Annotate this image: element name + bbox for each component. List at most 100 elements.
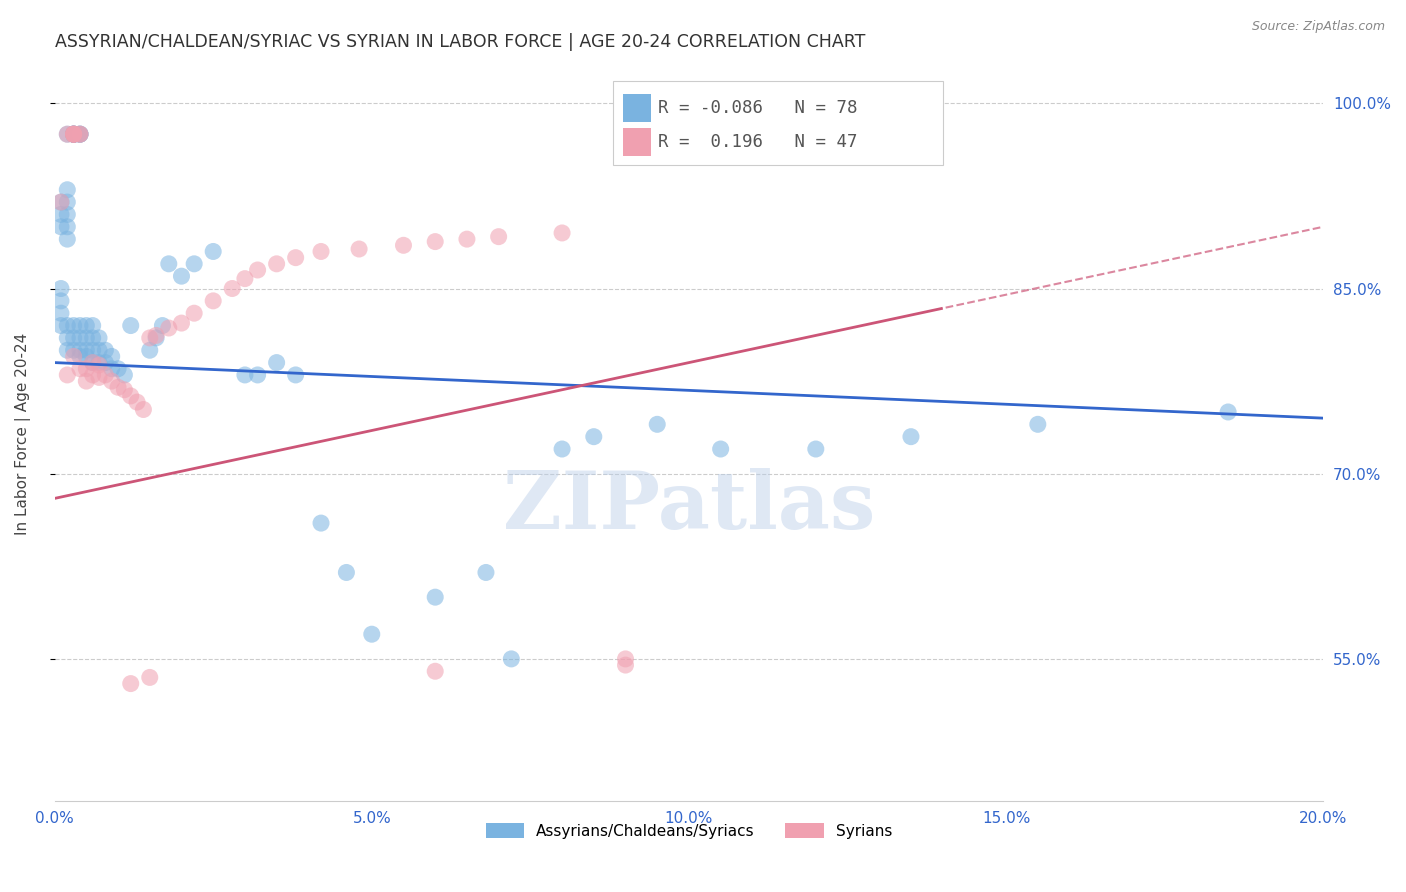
FancyBboxPatch shape — [623, 128, 651, 156]
Point — [425, 590, 447, 604]
Point — [62, 127, 84, 141]
Point — [69, 127, 91, 141]
Point — [157, 257, 180, 271]
Point — [62, 331, 84, 345]
Point — [221, 281, 243, 295]
Point — [56, 368, 79, 382]
Point — [425, 235, 447, 249]
Point — [94, 355, 117, 369]
Point — [112, 368, 135, 382]
Point — [145, 328, 167, 343]
Point — [157, 321, 180, 335]
Point — [62, 127, 84, 141]
Point — [488, 229, 510, 244]
Point — [183, 306, 205, 320]
Point — [1026, 417, 1049, 432]
Point — [69, 127, 91, 141]
Point — [246, 368, 269, 382]
Point — [100, 374, 122, 388]
Point — [645, 417, 668, 432]
Point — [56, 183, 79, 197]
Point — [284, 368, 307, 382]
Point — [120, 389, 142, 403]
Point — [335, 566, 357, 580]
Point — [475, 566, 498, 580]
Point — [69, 318, 91, 333]
Point — [75, 331, 97, 345]
FancyBboxPatch shape — [623, 94, 651, 122]
Point — [233, 368, 256, 382]
Point — [82, 331, 104, 345]
Point — [49, 219, 72, 234]
Point — [1216, 405, 1239, 419]
Point — [56, 343, 79, 358]
Point — [62, 127, 84, 141]
Point — [49, 318, 72, 333]
Point — [56, 219, 79, 234]
Point — [87, 331, 110, 345]
Point — [94, 343, 117, 358]
Point — [284, 251, 307, 265]
Point — [551, 442, 574, 456]
Point — [501, 652, 523, 666]
Point — [62, 127, 84, 141]
Point — [62, 127, 84, 141]
Point — [69, 127, 91, 141]
Point — [62, 343, 84, 358]
Point — [75, 318, 97, 333]
Point — [551, 226, 574, 240]
Point — [202, 293, 225, 308]
Point — [87, 370, 110, 384]
Point — [132, 402, 155, 417]
Point — [82, 343, 104, 358]
Point — [75, 374, 97, 388]
Point — [62, 127, 84, 141]
Point — [112, 383, 135, 397]
Point — [183, 257, 205, 271]
Point — [94, 368, 117, 382]
Point — [266, 257, 288, 271]
Point — [710, 442, 733, 456]
Text: ASSYRIAN/CHALDEAN/SYRIAC VS SYRIAN IN LABOR FORCE | AGE 20-24 CORRELATION CHART: ASSYRIAN/CHALDEAN/SYRIAC VS SYRIAN IN LA… — [55, 33, 865, 51]
Point — [139, 331, 162, 345]
Point — [145, 331, 167, 345]
Point — [582, 430, 605, 444]
Point — [82, 318, 104, 333]
Point — [62, 350, 84, 364]
Point — [100, 361, 122, 376]
FancyBboxPatch shape — [613, 81, 942, 165]
Point — [614, 652, 637, 666]
Point — [614, 658, 637, 673]
Text: R = -0.086   N = 78: R = -0.086 N = 78 — [658, 99, 858, 117]
Point — [100, 350, 122, 364]
Point — [75, 350, 97, 364]
Point — [62, 127, 84, 141]
Point — [69, 127, 91, 141]
Point — [107, 380, 129, 394]
Point — [56, 127, 79, 141]
Point — [170, 269, 193, 284]
Point — [309, 516, 332, 530]
Point — [139, 343, 162, 358]
Point — [139, 670, 162, 684]
Point — [87, 343, 110, 358]
Legend: Assyrians/Chaldeans/Syriacs, Syrians: Assyrians/Chaldeans/Syriacs, Syrians — [479, 816, 898, 845]
Text: R =  0.196   N = 47: R = 0.196 N = 47 — [658, 133, 858, 151]
Point — [62, 318, 84, 333]
Point — [425, 665, 447, 679]
Point — [456, 232, 478, 246]
Point — [246, 263, 269, 277]
Point — [170, 316, 193, 330]
Point — [69, 343, 91, 358]
Point — [69, 350, 91, 364]
Point — [62, 127, 84, 141]
Point — [49, 207, 72, 221]
Point — [69, 127, 91, 141]
Point — [392, 238, 415, 252]
Point — [87, 358, 110, 372]
Point — [309, 244, 332, 259]
Point — [49, 281, 72, 295]
Point — [69, 331, 91, 345]
Point — [107, 361, 129, 376]
Point — [75, 361, 97, 376]
